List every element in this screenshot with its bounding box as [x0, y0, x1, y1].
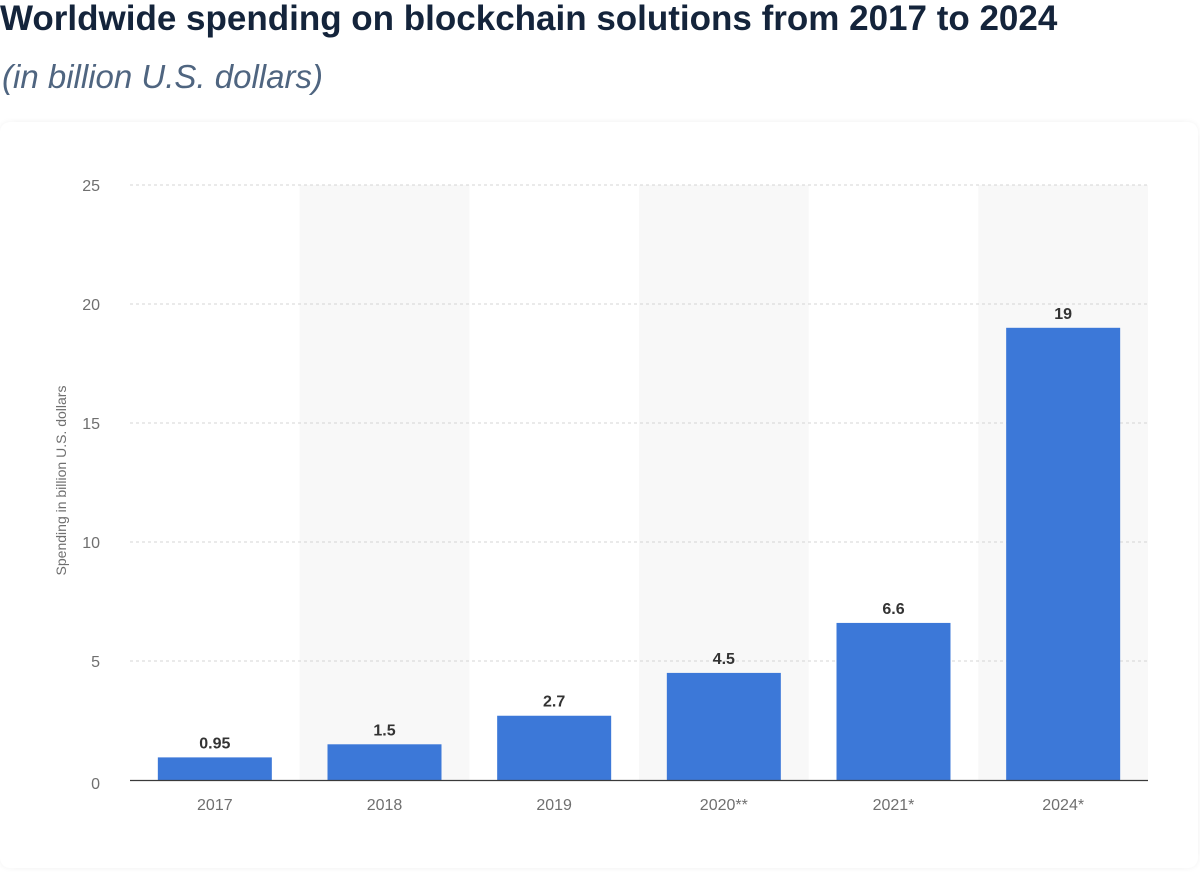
- bar[interactable]: [157, 757, 272, 780]
- data-label: 1.5: [373, 722, 395, 739]
- gridlines: [130, 184, 1148, 662]
- x-tick-label: 2017: [197, 797, 233, 814]
- bar[interactable]: [327, 744, 442, 780]
- background-band: [299, 185, 470, 780]
- data-label: 4.5: [713, 651, 735, 668]
- x-tick-label: 2019: [536, 797, 572, 814]
- data-label: 0.95: [199, 735, 230, 752]
- bar[interactable]: [666, 672, 781, 780]
- value-labels: 0.95 1.5 2.7 4.5 6.6 19: [199, 306, 1072, 753]
- data-label: 19: [1054, 306, 1072, 323]
- x-tick-label: 2020**: [700, 797, 748, 814]
- y-axis-title: Spending in billion U.S. dollars: [53, 386, 69, 576]
- bar[interactable]: [836, 622, 951, 780]
- y-axis-ticks: 0 5 10 15 20 25: [82, 178, 100, 793]
- y-tick-label: 15: [82, 416, 100, 433]
- bar[interactable]: [1006, 327, 1121, 780]
- y-tick-label: 20: [82, 297, 100, 314]
- y-tick-label: 25: [82, 178, 100, 195]
- x-tick-label: 2018: [367, 797, 403, 814]
- chart-subtitle: (in billion U.S. dollars): [2, 58, 323, 95]
- y-tick-label: 0: [91, 776, 100, 793]
- x-tick-label: 2021*: [873, 797, 915, 814]
- x-axis-ticks: 2017 2018 2019 2020** 2021* 2024*: [197, 797, 1084, 814]
- y-tick-label: 10: [82, 535, 100, 552]
- y-tick-label: 5: [91, 654, 100, 671]
- chart-title: Worldwide spending on blockchain solutio…: [0, 0, 1058, 38]
- data-label: 6.6: [882, 601, 904, 618]
- data-label: 2.7: [543, 694, 565, 711]
- bar[interactable]: [497, 715, 612, 780]
- x-tick-label: 2024*: [1042, 797, 1084, 814]
- bars: [157, 327, 1121, 780]
